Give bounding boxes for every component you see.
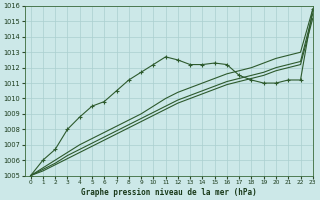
X-axis label: Graphe pression niveau de la mer (hPa): Graphe pression niveau de la mer (hPa) <box>81 188 257 197</box>
